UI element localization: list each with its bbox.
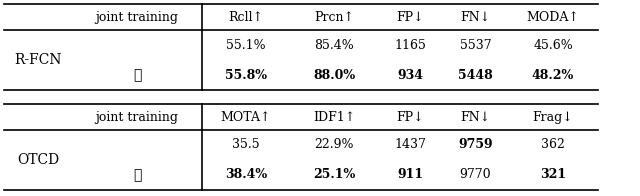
Text: 1165: 1165 bbox=[395, 38, 426, 52]
Text: 35.5: 35.5 bbox=[232, 139, 260, 152]
Text: 5448: 5448 bbox=[458, 68, 493, 82]
Text: 9759: 9759 bbox=[458, 139, 493, 152]
Text: IDF1↑: IDF1↑ bbox=[313, 111, 355, 123]
Text: FP↓: FP↓ bbox=[397, 111, 424, 123]
Text: 5537: 5537 bbox=[460, 38, 492, 52]
Text: ✓: ✓ bbox=[133, 168, 141, 182]
Text: 45.6%: 45.6% bbox=[533, 38, 573, 52]
Text: MOTA↑: MOTA↑ bbox=[221, 111, 271, 123]
Text: 1437: 1437 bbox=[395, 139, 426, 152]
Text: FP↓: FP↓ bbox=[397, 11, 424, 24]
Text: FN↓: FN↓ bbox=[460, 11, 491, 24]
Text: joint training: joint training bbox=[95, 111, 179, 123]
Text: 9770: 9770 bbox=[460, 169, 492, 181]
Text: 25.1%: 25.1% bbox=[313, 169, 355, 181]
Text: 55.8%: 55.8% bbox=[225, 68, 267, 82]
Text: 55.1%: 55.1% bbox=[226, 38, 266, 52]
Text: MODA↑: MODA↑ bbox=[527, 11, 579, 24]
Text: 88.0%: 88.0% bbox=[313, 68, 355, 82]
Text: 22.9%: 22.9% bbox=[314, 139, 354, 152]
Text: 48.2%: 48.2% bbox=[532, 68, 574, 82]
Text: Frag↓: Frag↓ bbox=[532, 111, 573, 123]
Text: OTCD: OTCD bbox=[17, 153, 59, 167]
Text: 85.4%: 85.4% bbox=[314, 38, 354, 52]
Text: 911: 911 bbox=[397, 169, 424, 181]
Text: 321: 321 bbox=[540, 169, 566, 181]
Text: 934: 934 bbox=[397, 68, 424, 82]
Text: ✓: ✓ bbox=[133, 68, 141, 82]
Text: FN↓: FN↓ bbox=[460, 111, 491, 123]
Text: 38.4%: 38.4% bbox=[225, 169, 267, 181]
Text: R-FCN: R-FCN bbox=[14, 53, 61, 67]
Text: 362: 362 bbox=[541, 139, 565, 152]
Text: Prcn↑: Prcn↑ bbox=[314, 11, 354, 24]
Text: joint training: joint training bbox=[95, 11, 179, 24]
Text: Rcll↑: Rcll↑ bbox=[228, 11, 264, 24]
